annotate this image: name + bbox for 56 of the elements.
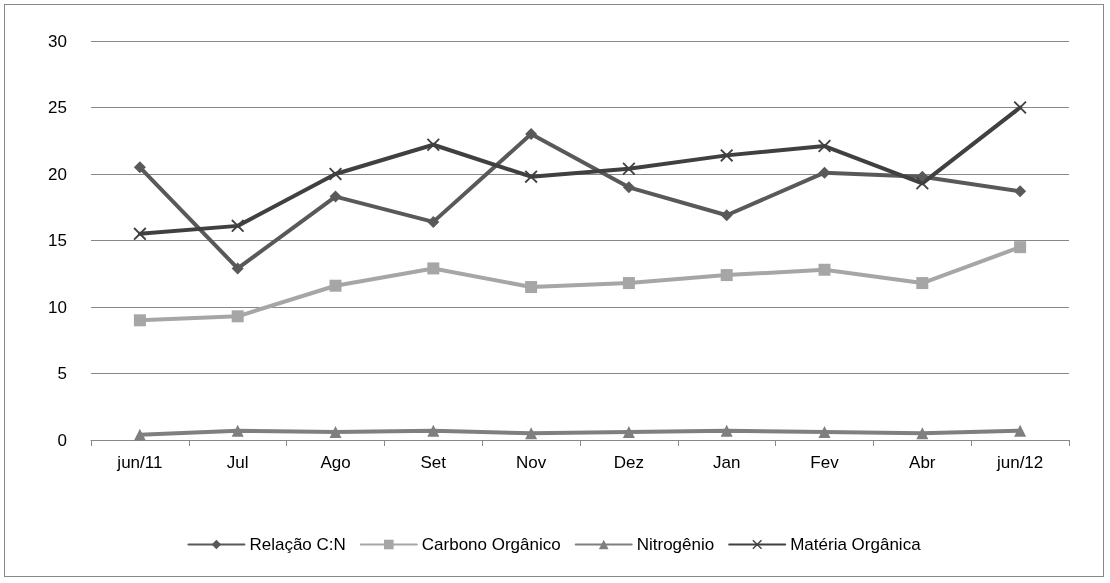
point <box>525 427 538 440</box>
point <box>133 428 146 441</box>
point <box>1014 241 1027 254</box>
point <box>525 281 538 294</box>
x-tick-label: Nov <box>515 453 547 472</box>
y-tick-label: 5 <box>57 364 67 383</box>
x-tick-label: Ago <box>320 453 351 472</box>
x-tick-label: Set <box>420 453 447 472</box>
point <box>133 314 146 327</box>
y-tick-label: 25 <box>48 98 67 117</box>
point <box>329 190 342 203</box>
point <box>818 263 831 276</box>
point <box>622 181 635 194</box>
y-tick-label: 10 <box>48 297 67 317</box>
point <box>720 424 733 437</box>
point <box>427 262 440 275</box>
point <box>1014 424 1027 437</box>
point <box>231 262 244 275</box>
x-tick-label: Dez <box>613 453 645 472</box>
point <box>231 219 245 233</box>
point <box>916 427 929 440</box>
point <box>231 310 244 323</box>
x-tick-label: Jul <box>226 453 249 472</box>
point <box>525 128 538 141</box>
x-tick-label: jun/12 <box>995 453 1044 472</box>
legend-label: Nitrogênio <box>636 535 715 554</box>
y-tick-label: 20 <box>48 164 67 184</box>
point <box>622 162 636 176</box>
legend-label: Relação C:N <box>249 535 346 554</box>
y-tick-label: 30 <box>48 31 67 51</box>
x-tick-label: Jan <box>712 453 741 472</box>
point <box>622 277 635 290</box>
point <box>916 277 929 290</box>
point <box>427 424 440 437</box>
point <box>427 215 440 228</box>
point <box>818 426 831 439</box>
x-tick-label: Fev <box>810 453 840 472</box>
point <box>524 170 538 184</box>
point <box>231 424 244 437</box>
x-tick-label: Abr <box>909 453 936 472</box>
y-tick-label: 0 <box>57 430 67 450</box>
x-tick-label: jun/11 <box>116 453 163 472</box>
legend-label: Matéria Orgânica <box>790 535 922 554</box>
y-tick-label: 15 <box>48 231 67 250</box>
point <box>133 227 147 241</box>
point <box>133 161 146 174</box>
point <box>329 279 342 292</box>
point <box>1014 185 1027 198</box>
point <box>720 148 734 162</box>
point <box>720 209 733 222</box>
point <box>915 176 929 190</box>
point <box>329 426 342 439</box>
legend-label: Carbono Orgânico <box>421 535 561 554</box>
point <box>720 269 733 282</box>
point <box>426 138 440 152</box>
point <box>622 426 635 439</box>
